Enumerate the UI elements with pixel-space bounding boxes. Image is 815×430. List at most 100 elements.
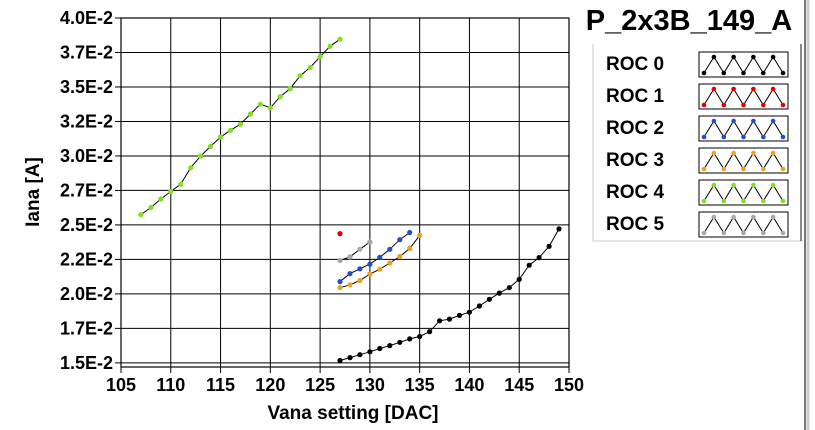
x-tick-label-9: 150: [554, 375, 584, 395]
series-4-point-20: [337, 36, 343, 42]
x-tick-label-2: 115: [206, 375, 235, 395]
legend-swatch-marker-0-4: [741, 70, 746, 76]
legend-swatch-marker-0-6: [761, 70, 766, 76]
legend-swatch-marker-1-0: [701, 102, 707, 108]
series-3: [337, 232, 423, 291]
series-0-point-4: [377, 345, 383, 352]
x-tick-label-6: 135: [405, 375, 435, 395]
y-tick-label-1: 1.7E-2: [60, 318, 113, 338]
x-tick-label-4: 125: [305, 375, 335, 395]
legend-swatch-marker-5-5: [751, 214, 756, 220]
legend-swatch-marker-3-8: [780, 166, 786, 172]
legend-swatch-marker-0-5: [751, 54, 756, 60]
y-tick-label-8: 3.5E-2: [60, 77, 113, 97]
series-4-point-11: [247, 111, 253, 117]
series-5-line: [339, 241, 371, 261]
legend-swatch-marker-5-0: [701, 230, 707, 236]
series-2-point-4: [377, 254, 383, 260]
legend-swatch-marker-2-2: [721, 134, 727, 140]
legend-item-0: ROC 0: [606, 51, 789, 78]
series-0-point-14: [476, 303, 482, 309]
x-tick-label-8: 145: [504, 375, 534, 395]
series-0-point-7: [407, 336, 413, 342]
legend-item-5: ROC 5: [606, 211, 789, 238]
legend-swatch-marker-4-8: [780, 198, 786, 204]
series-4: [138, 36, 343, 218]
legend-swatch-marker-1-1: [711, 86, 717, 92]
y-tick-label-3: 2.2E-2: [60, 249, 113, 269]
series-1-point-0: [337, 231, 343, 237]
legend-swatch-marker-0-1: [711, 54, 717, 60]
plot-background: [121, 18, 569, 367]
legend-swatch-marker-4-4: [741, 198, 746, 204]
legend-swatch-marker-4-1: [711, 182, 717, 188]
series-3-point-5: [387, 260, 393, 266]
legend-item-1: ROC 1: [606, 83, 789, 110]
series-4-point-17: [307, 64, 313, 70]
legend-swatch-marker-5-4: [741, 230, 746, 236]
series-0-point-16: [496, 290, 502, 296]
legend-label-1: ROC 1: [606, 86, 665, 107]
legend-swatch-marker-2-7: [770, 118, 776, 124]
legend-item-2: ROC 2: [606, 115, 789, 142]
series-2: [337, 229, 413, 285]
series-4-point-3: [168, 188, 174, 195]
legend-swatch-marker-1-6: [761, 102, 766, 108]
plot-border: [120, 17, 570, 368]
legend-swatch-marker-0-7: [770, 54, 776, 60]
y-tick-label-7: 3.2E-2: [60, 111, 113, 131]
legend-swatch-marker-2-6: [761, 134, 766, 140]
series-4-point-10: [237, 121, 244, 127]
series-1: [337, 231, 343, 237]
legend-label-5: ROC 5: [606, 214, 665, 235]
legend-swatch-marker-4-7: [770, 182, 776, 188]
legend-swatch-marker-5-1: [711, 214, 717, 220]
series-4-point-4: [178, 181, 184, 187]
legend-swatch-marker-1-7: [770, 86, 776, 92]
y-axis-title: Iana [A]: [23, 157, 44, 227]
series-5-point-3: [367, 239, 373, 245]
legend-swatch-marker-1-8: [780, 102, 786, 108]
series-0-point-6: [397, 339, 403, 345]
legend-swatch-marker-2-0: [701, 134, 707, 140]
series-5: [337, 239, 373, 264]
series-4-point-7: [208, 143, 214, 149]
legend-swatch-marker-1-4: [741, 102, 746, 108]
legend-swatch-marker-2-8: [780, 134, 786, 140]
series-0-point-21: [546, 243, 552, 249]
y-tick-label-2: 2.0E-2: [60, 284, 113, 304]
series-4-point-16: [297, 73, 303, 79]
series-5-point-1: [347, 254, 353, 260]
series-4-point-12: [257, 101, 263, 107]
legend-swatch-marker-5-7: [770, 214, 776, 220]
series-0-point-11: [446, 316, 453, 322]
legend-label-3: ROC 3: [606, 150, 664, 171]
series-0-point-12: [456, 312, 463, 318]
series-0-point-9: [427, 329, 433, 335]
series-0-point-19: [526, 262, 532, 268]
series-4-point-1: [148, 204, 154, 211]
y-axis-ticks: 1.5E-2 1.7E-2 2.0E-2 2.2E-2 2.5E-2 2.7E-2 3.0E…: [60, 8, 121, 373]
series-3-point-1: [347, 282, 353, 288]
series-0: [337, 226, 562, 364]
series-0-point-0: [337, 357, 343, 364]
x-tick-label-1: 110: [156, 375, 185, 395]
series-2-point-6: [397, 237, 403, 243]
y-tick-label-10: 4.0E-2: [60, 8, 113, 28]
series-5-point-0: [337, 257, 343, 264]
series-0-point-1: [347, 355, 353, 361]
series-0-point-18: [516, 276, 522, 282]
series-0-point-20: [536, 255, 542, 261]
legend-swatch-marker-4-2: [721, 198, 727, 204]
legend-swatch-marker-1-3: [731, 86, 736, 92]
series-2-point-7: [407, 229, 413, 236]
legend-swatch-marker-4-0: [701, 198, 707, 204]
series-0-point-2: [357, 352, 363, 358]
legend-swatch-marker-2-3: [731, 118, 736, 124]
series-0-point-15: [486, 296, 492, 302]
series-0-point-5: [387, 343, 393, 349]
series-2-point-5: [387, 246, 393, 252]
legend-swatch-marker-0-2: [721, 70, 727, 76]
legend-swatch-marker-2-4: [741, 134, 746, 140]
